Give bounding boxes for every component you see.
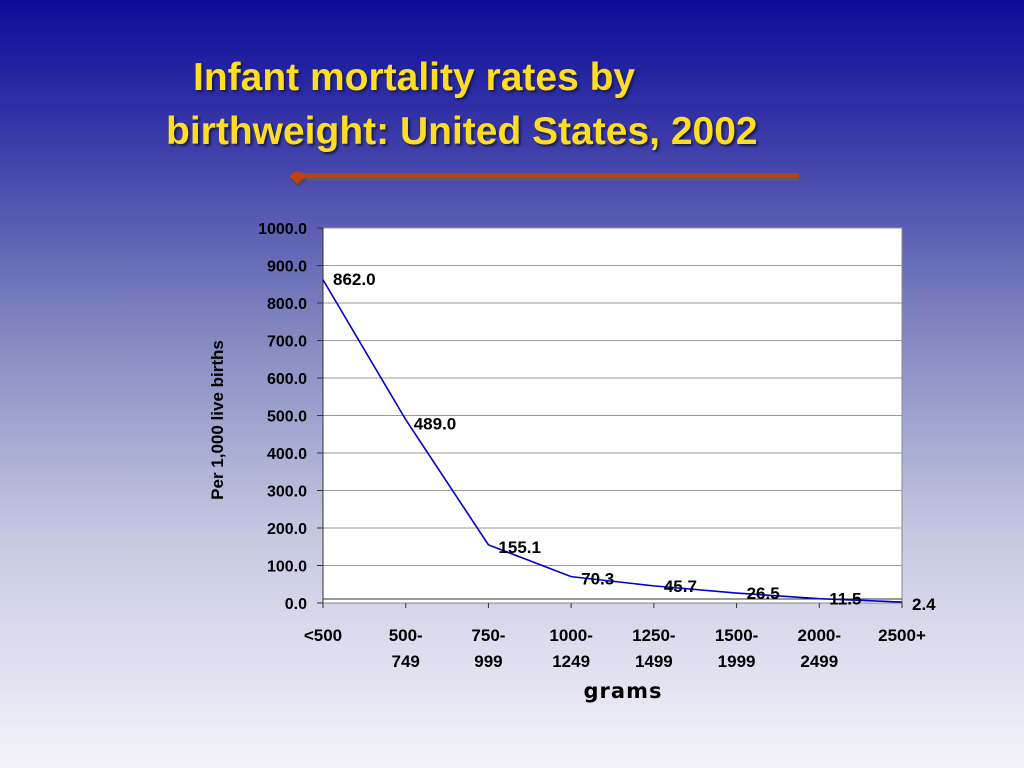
title-divider: [289, 172, 800, 187]
y-tick-label: 0.0: [285, 596, 307, 613]
divider-diamond: [289, 172, 306, 185]
x-tick-label-line: 749: [392, 652, 420, 671]
data-label: 26.5: [747, 584, 780, 603]
x-tick-label-line: 500-: [389, 626, 423, 645]
slide-title: Infant mortality rates by birthweight: U…: [0, 0, 1024, 170]
x-tick-label-line: 750-: [471, 626, 505, 645]
y-axis-label: Per 1,000 live births: [208, 340, 227, 500]
x-tick-label: <500: [304, 626, 342, 645]
y-tick-label: 800.0: [267, 296, 307, 313]
x-tick-label: 1000- 1249: [549, 626, 592, 671]
data-label: 11.5: [829, 590, 861, 609]
x-tick-label-line: 2499: [800, 652, 838, 671]
x-tick-label: 2500+: [878, 626, 926, 645]
data-label: 155.1: [498, 538, 541, 557]
x-tick-label-line: 1000-: [549, 626, 592, 645]
y-tick-label: 600.0: [267, 371, 307, 388]
data-label: 70.3: [581, 570, 614, 589]
divider-shadow-bar: [298, 177, 800, 181]
y-tick-label: 200.0: [267, 521, 307, 538]
x-axis-label: grams: [584, 679, 663, 703]
x-tick-label-line: 1999: [718, 652, 756, 671]
title-line-1: Infant mortality rates by: [193, 56, 636, 99]
data-labels: 862.0 489.0 155.1 70.3 45.7 26.5 11.5 2.4: [333, 270, 936, 614]
x-tick-label: 1250- 1499: [632, 626, 675, 671]
data-label: 862.0: [333, 270, 376, 289]
y-tick-label: 700.0: [267, 334, 307, 351]
series-line: [322, 279, 903, 603]
x-tick-label: 2000- 2499: [798, 626, 841, 671]
data-label: 45.7: [664, 577, 697, 596]
x-tick-label: 500- 749: [389, 626, 423, 671]
y-tick-label: 1000.0: [258, 221, 307, 238]
x-axis-ticks: <500 500- 749 750- 999 1000- 1249 1250- 1499 1500…: [304, 603, 926, 671]
x-tick-label-line: 2500+: [878, 626, 926, 645]
y-tick-label: 400.0: [267, 446, 307, 463]
y-tick-label: 300.0: [267, 484, 307, 501]
data-label: 2.4: [912, 595, 936, 614]
divider-bar: [294, 173, 800, 178]
x-tick-label-line: 1499: [635, 652, 673, 671]
y-axis-ticks: 0.0 100.0 200.0 300.0 400.0 500.0 600.0 700.0 80…: [258, 221, 902, 613]
y-tick-label: 500.0: [267, 409, 307, 426]
x-tick-label: 1500- 1999: [715, 626, 758, 671]
x-tick-label-line: 2000-: [798, 626, 841, 645]
x-tick-label-line: 999: [474, 652, 502, 671]
x-tick-label-line: 1250-: [632, 626, 675, 645]
y-tick-label: 100.0: [267, 559, 307, 576]
gridlines: [323, 227, 902, 566]
x-tick-label-line: 1500-: [715, 626, 758, 645]
x-tick-label-line: <500: [304, 626, 342, 645]
title-line-2: birthweight: United States, 2002: [166, 110, 758, 153]
data-label: 489.0: [414, 415, 457, 434]
x-tick-label-line: 1249: [552, 652, 590, 671]
y-tick-label: 900.0: [267, 259, 307, 276]
x-tick-label: 750- 999: [471, 626, 505, 671]
